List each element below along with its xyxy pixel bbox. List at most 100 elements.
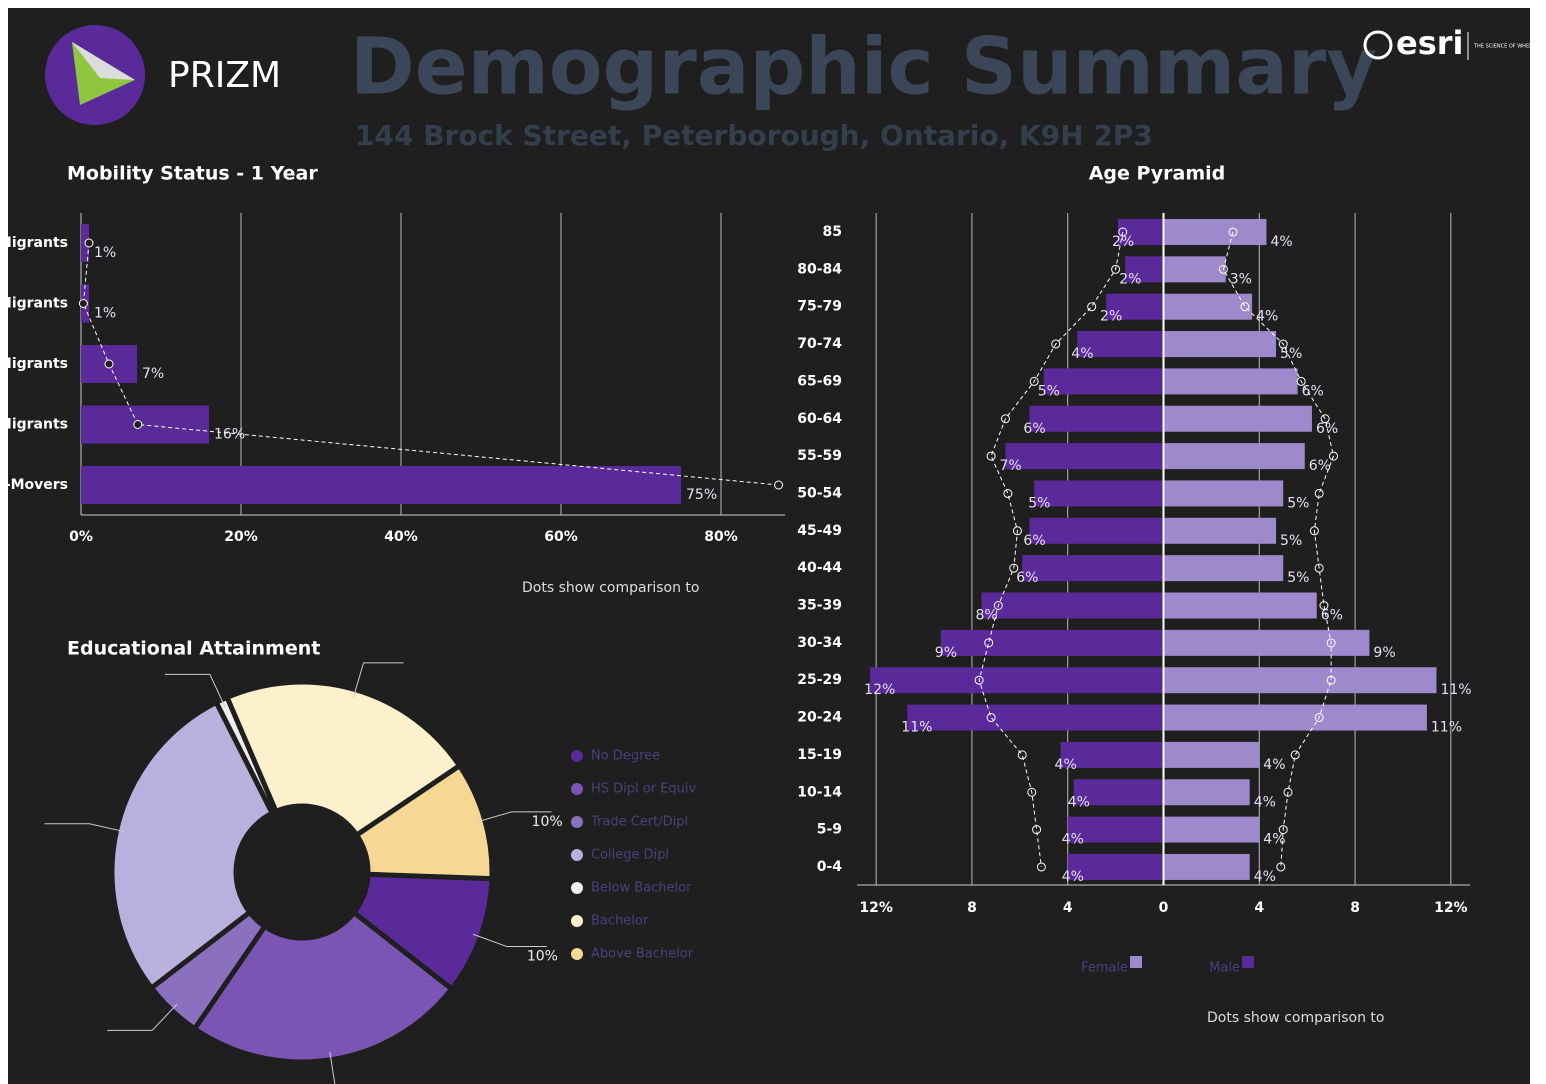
bar bbox=[1163, 517, 1277, 544]
brand: PRIZM bbox=[168, 55, 281, 96]
legend-label: Above Bachelor bbox=[591, 947, 694, 962]
data-label: 10% bbox=[532, 814, 563, 830]
leader-line bbox=[472, 933, 547, 948]
data-label: 4% bbox=[1071, 346, 1093, 362]
comparison-dot bbox=[1000, 414, 1010, 424]
comparison-dot bbox=[1027, 787, 1037, 797]
data-label: 75% bbox=[686, 487, 717, 503]
leader-line bbox=[329, 1051, 336, 1084]
page-title: Demographic Summary bbox=[350, 22, 1377, 112]
comparison-dot bbox=[1228, 227, 1238, 237]
bar bbox=[870, 667, 1164, 694]
y-tick-label: 60-64 bbox=[797, 411, 842, 427]
comparison-dot bbox=[984, 638, 994, 648]
comparison-dot bbox=[1003, 488, 1013, 498]
comparison-dot bbox=[1278, 825, 1288, 835]
bar bbox=[1163, 629, 1370, 656]
comparison-dot bbox=[1329, 451, 1339, 461]
comparison-dot bbox=[993, 601, 1003, 610]
x-tick-label: 60% bbox=[544, 529, 578, 545]
leader-line bbox=[44, 823, 125, 833]
comparison-dot bbox=[1290, 750, 1300, 760]
y-tick-label: 10-14 bbox=[797, 784, 842, 800]
bar bbox=[1163, 368, 1298, 395]
bar bbox=[1106, 293, 1164, 320]
data-label: 11% bbox=[1431, 720, 1462, 736]
comparison-dot bbox=[1319, 601, 1329, 610]
x-tick-label: 0 bbox=[1159, 900, 1169, 916]
y-tick-label: 55-59 bbox=[797, 448, 842, 464]
legend-swatch bbox=[1242, 956, 1254, 968]
data-label: 4% bbox=[1256, 309, 1278, 325]
legend-label: Below Bachelor bbox=[591, 881, 692, 896]
data-label: 2% bbox=[1119, 271, 1141, 287]
comparison-dot bbox=[1314, 713, 1324, 723]
data-label: 3% bbox=[1230, 271, 1252, 287]
comparison-dot bbox=[1036, 862, 1046, 872]
comparison-dot bbox=[78, 299, 88, 308]
comparison-dot bbox=[1314, 563, 1324, 573]
bar bbox=[1073, 779, 1164, 806]
y-tick-label: Migrants bbox=[0, 235, 68, 251]
data-label: 4% bbox=[1062, 869, 1084, 885]
y-tick-label: 85 bbox=[823, 224, 842, 240]
data-label: 9% bbox=[935, 645, 957, 661]
comparison-dot bbox=[1240, 302, 1250, 312]
data-label: 1% bbox=[94, 306, 116, 322]
x-tick-label: 8 bbox=[1350, 900, 1360, 916]
data-label: 9% bbox=[1373, 645, 1395, 661]
y-tick-label: 80-84 bbox=[797, 261, 842, 277]
comparison-dot bbox=[104, 359, 114, 369]
comparison-dot bbox=[1032, 825, 1042, 835]
bar bbox=[1060, 741, 1164, 768]
x-tick-label: 20% bbox=[224, 529, 258, 545]
comparison-dot bbox=[774, 480, 784, 490]
data-label: 6% bbox=[1023, 421, 1045, 437]
comparison-dot bbox=[1283, 787, 1293, 797]
bar bbox=[907, 704, 1164, 731]
bar bbox=[1163, 443, 1305, 470]
data-label: 5% bbox=[1287, 495, 1309, 511]
bar bbox=[1163, 853, 1250, 880]
bar bbox=[1067, 816, 1164, 843]
data-label: 4% bbox=[1055, 757, 1077, 773]
legend-label: Bachelor bbox=[591, 914, 649, 929]
data-label: 4% bbox=[1263, 757, 1285, 773]
data-label: 4% bbox=[1254, 869, 1276, 885]
legend-swatch bbox=[571, 915, 583, 927]
y-tick-label: 65-69 bbox=[797, 373, 842, 389]
bar bbox=[1163, 779, 1250, 806]
data-label: 16% bbox=[214, 427, 245, 443]
chart-title: Age Pyramid bbox=[1089, 163, 1226, 185]
comparison-dot bbox=[1087, 302, 1097, 312]
y-tick-label: Migrants bbox=[0, 296, 68, 312]
bar bbox=[1163, 816, 1260, 843]
donut-slice bbox=[353, 762, 495, 882]
x-tick-label: 0% bbox=[69, 529, 93, 545]
y-tick-label: 20-24 bbox=[797, 710, 842, 726]
data-label: 2% bbox=[1112, 234, 1134, 250]
data-label: 4% bbox=[1062, 832, 1084, 848]
bar bbox=[1163, 293, 1253, 320]
comparison-dot bbox=[1296, 376, 1306, 386]
leader-line bbox=[352, 662, 404, 698]
leader-line bbox=[164, 673, 226, 708]
legend-label: Trade Cert/Dipl bbox=[590, 815, 688, 830]
data-label: 10% bbox=[527, 949, 558, 965]
bar bbox=[1163, 480, 1284, 507]
data-label: 11% bbox=[901, 720, 932, 736]
comparison-dot bbox=[1326, 638, 1336, 648]
data-label: 4% bbox=[1254, 794, 1276, 810]
bar bbox=[1163, 555, 1284, 582]
comparison-dot bbox=[1012, 526, 1022, 536]
x-tick-label: 4 bbox=[1254, 900, 1264, 916]
x-tick-label: 8 bbox=[967, 900, 977, 916]
donut-slice bbox=[223, 679, 463, 839]
bar bbox=[1163, 741, 1260, 768]
chart-title: Educational Attainment bbox=[67, 638, 320, 660]
data-label: 6% bbox=[1321, 608, 1343, 624]
logo-shape bbox=[72, 42, 135, 80]
legend-swatch bbox=[571, 849, 583, 861]
bar bbox=[1163, 331, 1277, 358]
